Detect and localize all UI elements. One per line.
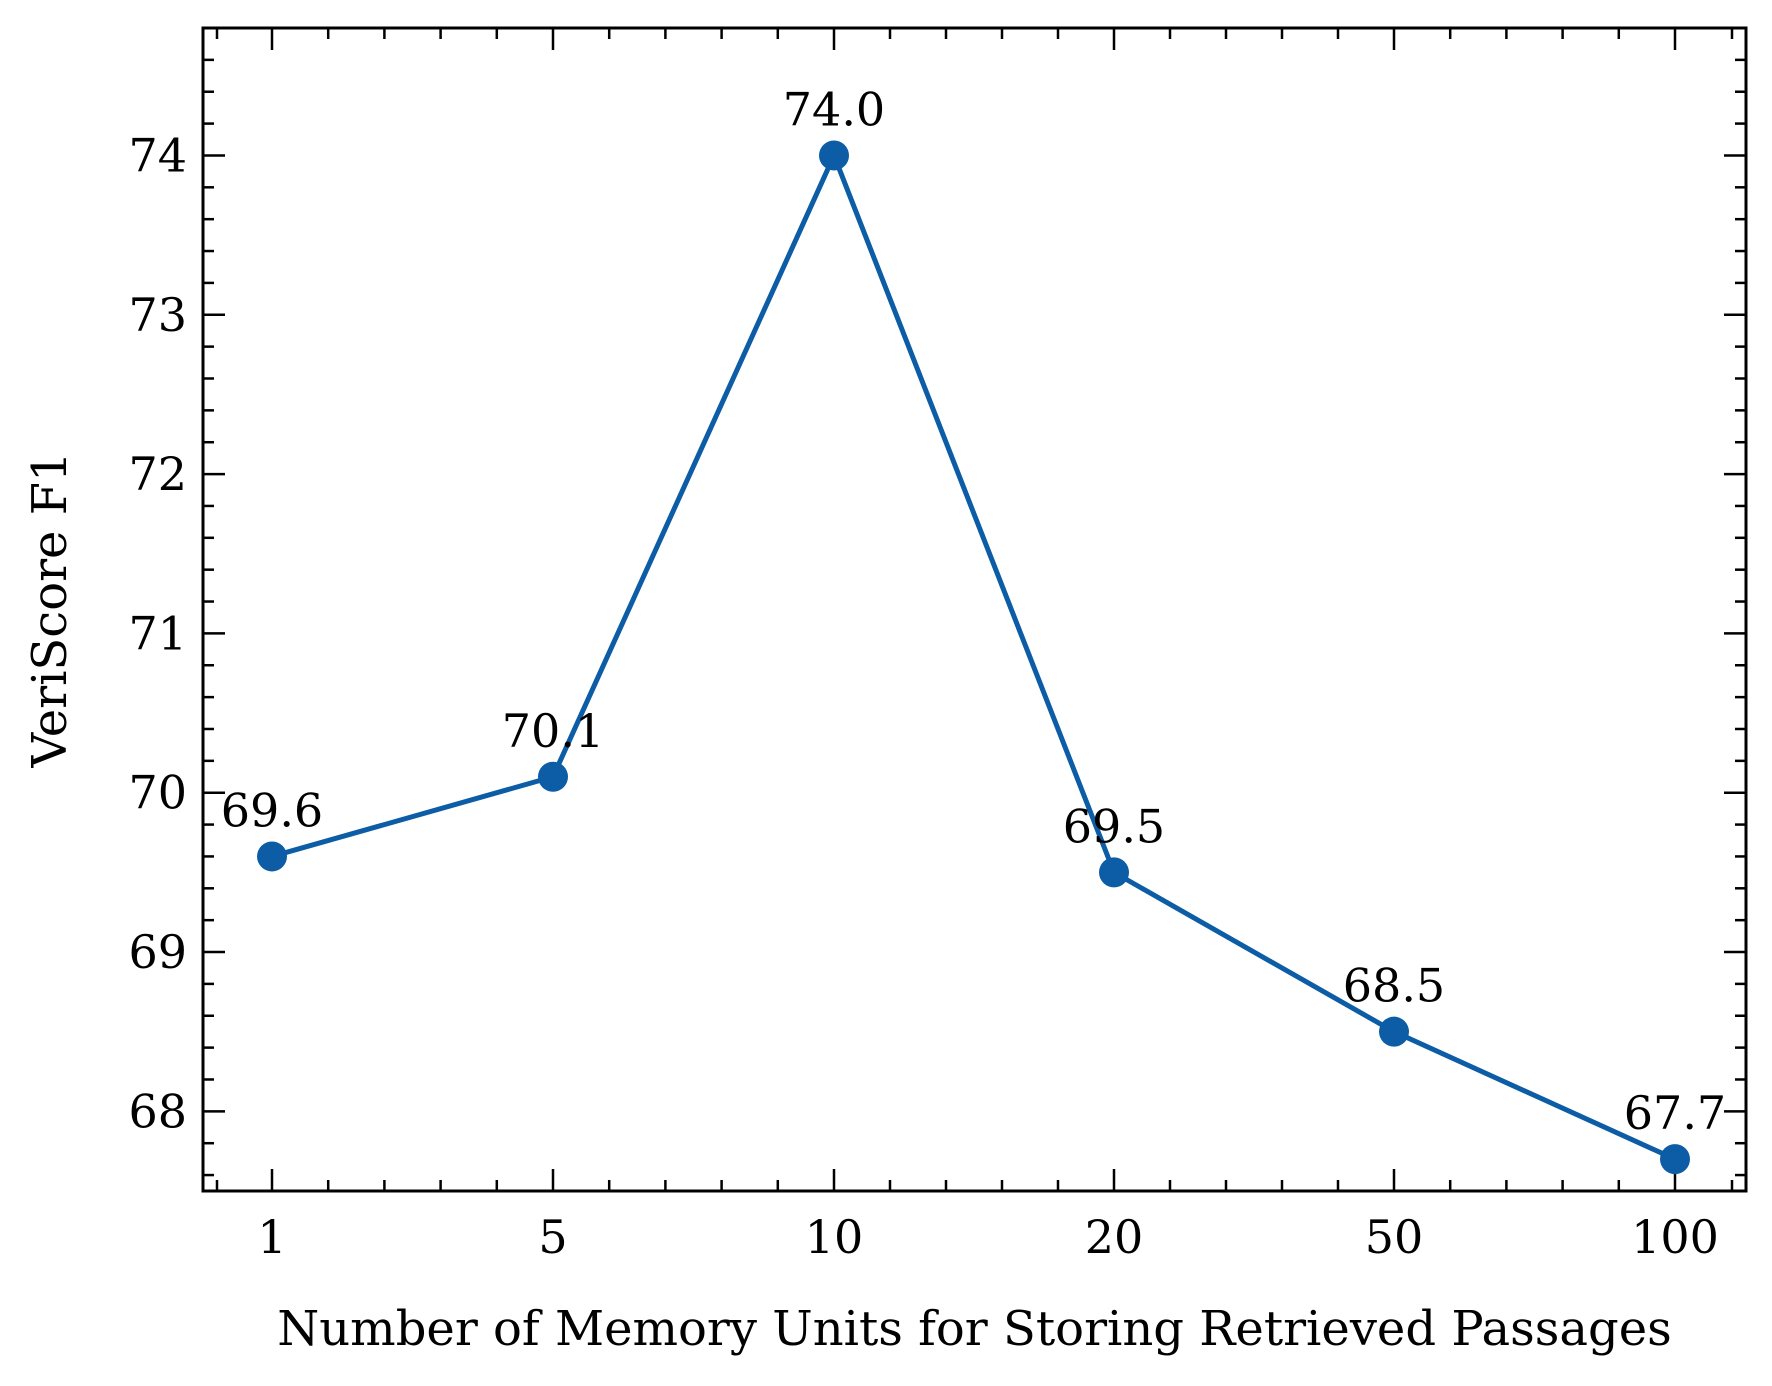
x-axis-label: Number of Memory Units for Storing Retri… [277, 1301, 1671, 1357]
x-tick-label: 10 [805, 1210, 864, 1264]
y-tick-label: 70 [128, 766, 187, 820]
x-tick-labels: 1 5 10 20 50 100 [257, 1210, 1719, 1264]
x-tick-label: 5 [538, 1210, 567, 1264]
data-point [1379, 1016, 1409, 1047]
x-tick-label: 1 [257, 1210, 286, 1264]
y-tick-label: 72 [128, 447, 187, 501]
x-tick-label: 20 [1085, 1210, 1144, 1264]
data-point [1660, 1144, 1690, 1175]
y-axis-label: VeriScore F1 [22, 451, 78, 768]
data-point [257, 841, 287, 872]
y-tick-labels: 68 69 70 71 72 73 74 [128, 128, 187, 1138]
y-tick-label: 68 [128, 1084, 187, 1138]
x-tick-label: 50 [1365, 1210, 1424, 1264]
data-label: 70.1 [502, 704, 604, 758]
data-point [819, 140, 849, 171]
series-line [269, 152, 1678, 1162]
data-label: 69.6 [221, 783, 323, 837]
y-tick-label: 71 [128, 606, 187, 660]
data-point [538, 761, 568, 792]
points-layer [257, 140, 1690, 1175]
data-label: 68.5 [1343, 959, 1445, 1013]
y-tick-label: 73 [128, 288, 187, 342]
data-label: 67.7 [1624, 1086, 1726, 1140]
y-tick-label: 74 [128, 128, 187, 182]
series-layer [269, 152, 1678, 1162]
x-tick-label: 100 [1631, 1210, 1719, 1264]
plot-frame [201, 26, 1748, 1193]
data-label: 69.5 [1063, 799, 1165, 853]
data-label: 74.0 [783, 82, 885, 136]
data-labels-layer: 69.6 70.1 74.0 69.5 68.5 67.7 [221, 82, 1726, 1140]
ticks-layer [203, 26, 1746, 1191]
data-point [1099, 857, 1129, 888]
y-tick-label: 69 [128, 925, 187, 979]
